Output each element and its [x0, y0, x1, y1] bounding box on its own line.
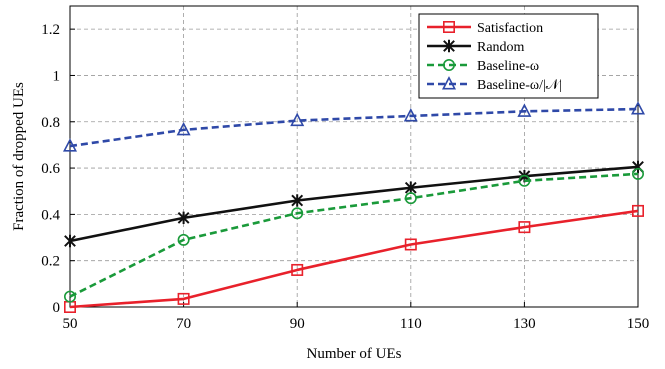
legend-swatch-marker	[442, 20, 455, 33]
series-line	[69, 172, 639, 298]
data-point	[291, 207, 304, 220]
x-tick-label: 90	[290, 316, 305, 332]
data-point	[518, 221, 531, 234]
legend-entry: Satisfaction	[427, 20, 543, 36]
data-point	[62, 138, 78, 152]
data-point	[403, 108, 418, 122]
data-point	[631, 204, 644, 217]
y-axis-label: Fraction of dropped UEs	[11, 82, 27, 231]
data-point	[64, 234, 76, 248]
series-2	[64, 160, 644, 248]
legend-entry: Baseline-ω/|𝒩|	[427, 76, 562, 93]
data-point	[631, 167, 644, 180]
x-tick-label: 110	[400, 316, 422, 332]
y-tick-label: 0.8	[41, 115, 60, 131]
series-1	[64, 204, 644, 313]
data-point	[517, 103, 532, 117]
x-tick-label: 70	[176, 316, 191, 332]
data-point	[177, 292, 190, 305]
x-tick-label: 50	[63, 316, 78, 332]
data-point	[518, 174, 531, 187]
legend-entries: Satisfaction Random Baseline-ω Baseline-ω/|…	[427, 20, 562, 93]
legend-swatch-marker	[443, 39, 455, 53]
legend-entry: Baseline-ω	[427, 58, 539, 74]
series-layer	[62, 101, 646, 313]
data-point	[64, 290, 77, 303]
y-tick-label: 0.2	[41, 254, 60, 270]
y-tick-label: 0	[53, 300, 61, 316]
data-point	[404, 238, 417, 251]
x-axis-label: Number of UEs	[307, 346, 402, 362]
legend-label: Baseline-ω	[477, 59, 539, 74]
data-point	[177, 211, 190, 225]
y-tick-label: 0.6	[41, 161, 60, 177]
legend-label: Random	[477, 40, 525, 55]
data-point	[290, 112, 305, 127]
axis-ticks	[69, 28, 639, 308]
data-point	[404, 181, 417, 194]
series-4	[62, 101, 646, 152]
legend-label: Baseline-ω/|𝒩|	[477, 78, 562, 93]
y-tick-label: 1	[53, 68, 61, 84]
y-tick-labels: 0 0.2 0.4 0.6 0.8 1 1.2	[41, 22, 60, 316]
series-3	[64, 167, 644, 303]
data-point	[630, 101, 646, 115]
data-point	[404, 192, 417, 205]
y-tick-label: 0.4	[41, 207, 60, 223]
legend-entry: Random	[427, 39, 525, 55]
data-point	[177, 233, 190, 246]
plot-frame	[69, 5, 639, 308]
legend-label: Satisfaction	[477, 21, 543, 36]
x-tick-label: 130	[513, 316, 536, 332]
legend-swatch-marker	[441, 76, 457, 90]
data-point	[291, 194, 304, 207]
x-tick-label: 150	[627, 316, 650, 332]
series-line	[69, 165, 639, 243]
series-line	[69, 107, 639, 148]
legend: Satisfaction Random Baseline-ω Baseline-ω/|…	[418, 13, 599, 99]
data-point	[176, 121, 191, 136]
series-line	[69, 209, 639, 309]
x-tick-labels: 50 70 90 110 130 150	[63, 316, 650, 332]
data-point	[291, 263, 304, 276]
legend-swatch-marker	[442, 58, 455, 71]
y-tick-label: 1.2	[41, 22, 60, 38]
